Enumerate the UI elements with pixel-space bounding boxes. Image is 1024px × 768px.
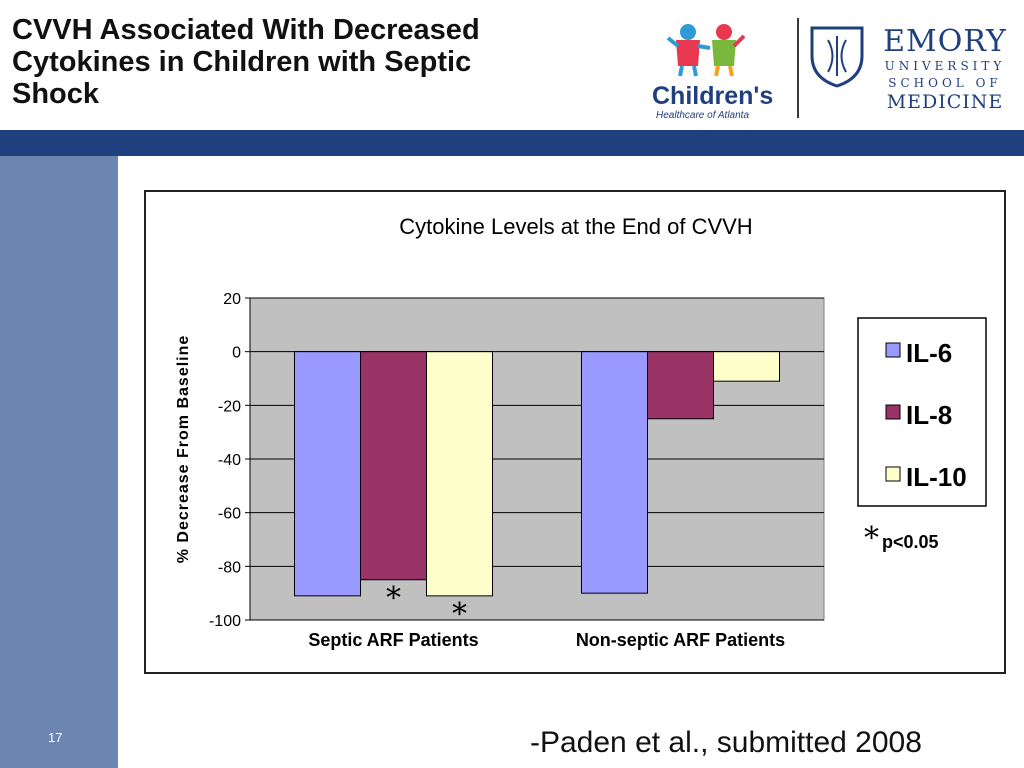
legend-swatch bbox=[885, 466, 901, 482]
y-tick-label: -60 bbox=[218, 506, 241, 523]
significance-note-star: * bbox=[864, 521, 879, 556]
chart-title: Cytokine Levels at the End of CVVH bbox=[399, 214, 752, 239]
y-tick-label: -20 bbox=[218, 398, 241, 415]
y-tick-label: 0 bbox=[232, 345, 241, 362]
left-decorative-band bbox=[0, 156, 118, 768]
x-category-label: Non-septic ARF Patients bbox=[576, 630, 785, 650]
childrens-healthcare-logo: Children's Healthcare of Atlanta bbox=[652, 24, 773, 121]
legend-swatch bbox=[885, 404, 901, 420]
y-axis-label: % Decrease From Baseline bbox=[175, 335, 192, 564]
bar-il-10 bbox=[713, 351, 780, 382]
significance-note-text: p<0.05 bbox=[882, 532, 939, 552]
significance-star: * bbox=[386, 581, 401, 616]
slide-title-line: CVVH Associated With Decreased bbox=[12, 14, 480, 46]
y-tick-label: -80 bbox=[218, 559, 241, 576]
significance-star: * bbox=[452, 597, 467, 632]
chart-svg: Cytokine Levels at the End of CVVH 20 0 -20… bbox=[175, 214, 987, 650]
emory-logo-line: EMORY bbox=[883, 24, 1007, 59]
emory-logo-text: EMORY UNIVERSITY SCHOOL OF MEDICINE bbox=[880, 24, 1010, 113]
childrens-logo-text: Children's bbox=[652, 82, 773, 110]
legend-box bbox=[857, 317, 987, 507]
title-divider-bar bbox=[0, 130, 1024, 156]
y-tick-label: -100 bbox=[209, 613, 241, 630]
bar-il-8 bbox=[647, 351, 714, 420]
slide-number: 17 bbox=[48, 730, 63, 745]
legend-label: IL-8 bbox=[906, 400, 952, 430]
legend-label: IL-6 bbox=[906, 338, 952, 368]
y-tick-label: -40 bbox=[218, 452, 241, 469]
bar-il-10 bbox=[426, 351, 493, 597]
legend-swatch bbox=[885, 342, 901, 358]
logo-divider bbox=[797, 18, 799, 118]
emory-logo-line: SCHOOL OF bbox=[888, 76, 1002, 90]
emory-shield-logo bbox=[810, 26, 864, 88]
chart-container: Cytokine Levels at the End of CVVH 20 0 -20… bbox=[144, 190, 1006, 674]
emory-logo-line: UNIVERSITY bbox=[884, 59, 1006, 73]
slide-title: CVVH Associated With Decreased Cytokines… bbox=[12, 14, 592, 110]
citation: -Paden et al., submitted 2008 bbox=[530, 726, 922, 759]
emory-logo-line: MEDICINE bbox=[886, 91, 1004, 113]
bar-il-8 bbox=[360, 351, 427, 581]
x-category-label: Septic ARF Patients bbox=[308, 630, 478, 650]
bar-il-6 bbox=[581, 351, 648, 594]
slide-title-line: Shock bbox=[12, 78, 100, 110]
legend-label: IL-10 bbox=[906, 462, 967, 492]
slide-title-line: Cytokines in Children with Septic bbox=[12, 46, 472, 78]
y-tick-label: 20 bbox=[223, 291, 241, 308]
bar-il-6 bbox=[294, 351, 361, 597]
childrens-logo-subtext: Healthcare of Atlanta bbox=[656, 110, 749, 121]
